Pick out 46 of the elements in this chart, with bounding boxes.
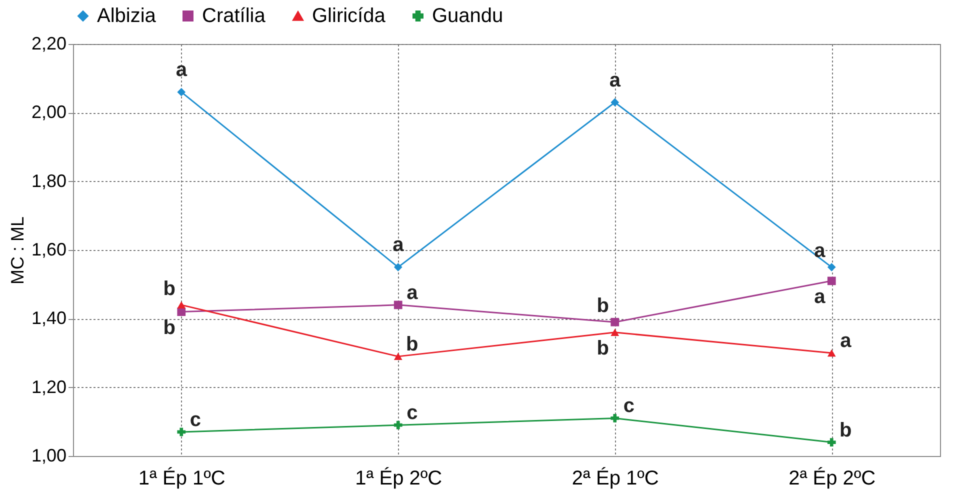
annotation: c	[406, 402, 418, 424]
point	[610, 328, 620, 336]
annotation: a	[392, 234, 405, 256]
y-tick-label: 1,00	[31, 446, 66, 466]
point	[610, 98, 620, 107]
legend-label: Cratília	[202, 5, 266, 27]
point	[827, 276, 836, 286]
annotation: b	[840, 419, 852, 442]
annotation: a	[406, 282, 419, 304]
annotation: a	[609, 69, 622, 92]
point	[394, 262, 402, 272]
x-tick-label: 1ª Ép 2ºC	[355, 466, 442, 490]
point	[827, 438, 836, 446]
legend-label: Gliricída	[312, 5, 386, 27]
x-tick-label: 2ª Ép 2ºC	[788, 466, 876, 490]
point	[394, 300, 402, 310]
annotation: b	[406, 333, 418, 356]
y-tick-label: 2,00	[31, 102, 66, 122]
legend-label: Guandu	[432, 5, 504, 27]
annotation: a	[840, 330, 852, 352]
point	[394, 420, 402, 430]
annotation: c	[190, 408, 201, 431]
point	[827, 349, 836, 357]
point	[610, 414, 620, 422]
annotation: a	[176, 59, 188, 82]
annotation: c	[623, 395, 634, 418]
point	[827, 262, 836, 272]
point	[610, 318, 620, 326]
annotation: b	[163, 278, 176, 300]
x-tick-label: 1ª Ép 1ºC	[138, 466, 226, 490]
point	[177, 88, 186, 96]
legend-label: Albizia	[97, 5, 157, 27]
y-tick-label: 1,60	[31, 240, 66, 260]
y-tick-label: 1,20	[31, 376, 66, 397]
point	[177, 301, 186, 309]
annotation: b	[596, 295, 609, 318]
y-tick-label: 1,80	[31, 170, 66, 191]
y-axis-title: MC : ML	[7, 216, 28, 285]
y-tick-label: 2,20	[31, 34, 66, 54]
x-tick-label: 2ª Ép 1ºC	[572, 466, 659, 490]
annotation: b	[596, 337, 609, 360]
y-tick-label: 1,40	[31, 308, 66, 328]
annotation: b	[163, 316, 176, 339]
point	[177, 428, 186, 436]
annotation: a	[814, 286, 826, 308]
point	[394, 352, 402, 360]
